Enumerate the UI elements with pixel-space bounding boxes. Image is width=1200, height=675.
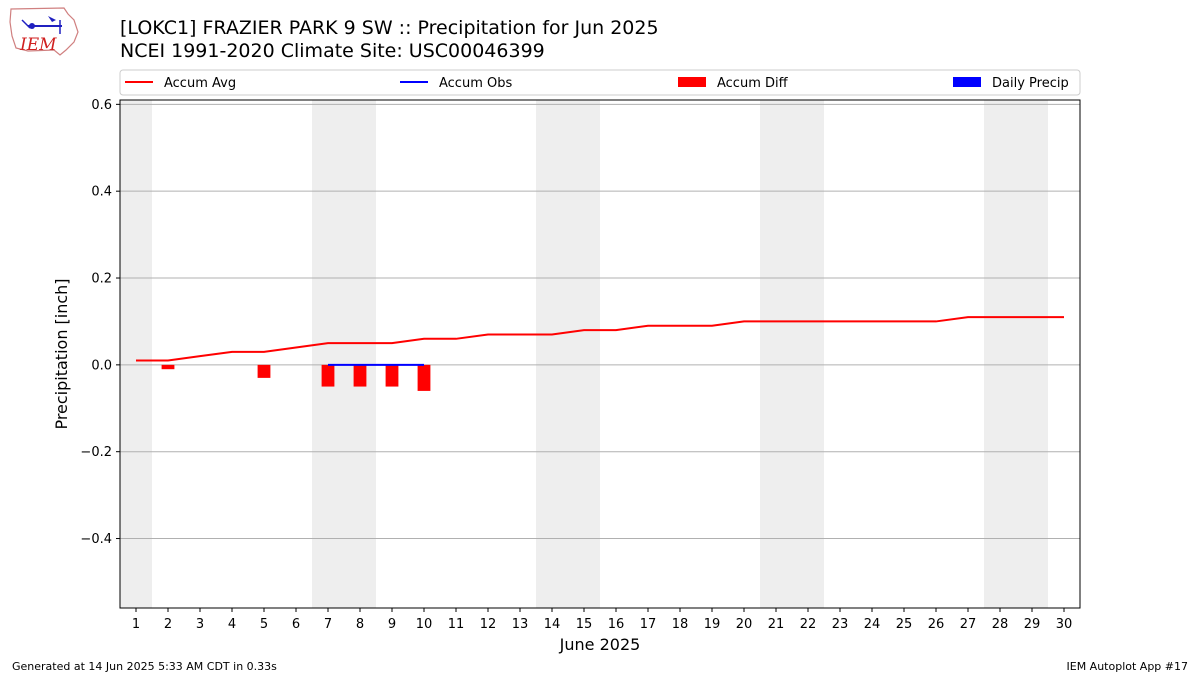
bar-accum-diff [321, 364, 335, 387]
x-tick-label: 24 [864, 617, 881, 632]
weekend-band [984, 100, 1048, 608]
chart-title: [LOKC1] FRAZIER PARK 9 SW :: Precipitati… [120, 17, 659, 39]
x-tick-label: 20 [736, 617, 753, 632]
x-tick-label: 10 [416, 617, 433, 632]
y-tick-label: 0.2 [91, 272, 112, 287]
x-tick-label: 2 [164, 617, 172, 632]
x-tick-label: 25 [896, 617, 913, 632]
x-tick-label: 5 [260, 617, 268, 632]
legend-box [119, 69, 1081, 96]
x-tick-label: 12 [480, 617, 497, 632]
x-tick-label: 23 [832, 617, 849, 632]
weekend-band [120, 100, 152, 608]
x-tick-label: 19 [704, 617, 721, 632]
x-tick-label: 18 [672, 617, 689, 632]
x-tick-label: 16 [608, 617, 625, 632]
weekend-band [312, 100, 376, 608]
y-tick-label: −0.2 [80, 445, 112, 460]
chart-subtitle: NCEI 1991-2020 Climate Site: USC00046399 [120, 40, 545, 62]
x-tick-label: 27 [960, 617, 977, 632]
x-tick-label: 15 [576, 617, 593, 632]
bar-accum-diff [417, 364, 431, 391]
legend-entry: Accum Obs [439, 76, 512, 91]
bar-accum-diff [353, 364, 367, 387]
x-tick-label: 3 [196, 617, 204, 632]
x-tick-label: 4 [228, 617, 236, 632]
x-tick-label: 22 [800, 617, 817, 632]
legend-entry: Accum Diff [717, 76, 789, 91]
y-axis-label: Precipitation [inch] [52, 278, 71, 429]
x-tick-label: 1 [132, 617, 140, 632]
legend-entry: Daily Precip [992, 76, 1069, 91]
x-tick-label: 30 [1056, 617, 1073, 632]
iem-logo: IEM [9, 7, 79, 56]
x-tick-label: 11 [448, 617, 465, 632]
x-tick-label: 13 [512, 617, 529, 632]
bar-accum-diff [385, 364, 399, 387]
x-tick-label: 6 [292, 617, 300, 632]
weekend-band [536, 100, 600, 608]
app-label: IEM Autoplot App #17 [1066, 660, 1189, 673]
x-axis-label: June 2025 [559, 635, 641, 654]
x-tick-label: 9 [388, 617, 396, 632]
weekend-band [760, 100, 824, 608]
x-tick-label: 7 [324, 617, 332, 632]
y-tick-label: 0.6 [91, 98, 112, 113]
x-tick-label: 26 [928, 617, 945, 632]
logo-text: IEM [19, 35, 57, 55]
x-tick-label: 8 [356, 617, 364, 632]
x-tick-label: 21 [768, 617, 785, 632]
y-tick-label: −0.4 [80, 532, 112, 547]
bar-accum-diff [257, 364, 271, 378]
line-accum-avg [136, 316, 1064, 362]
x-tick-label: 29 [1024, 617, 1041, 632]
plot-frame [119, 99, 1081, 609]
legend-entry: Accum Avg [164, 76, 236, 91]
x-tick-label: 28 [992, 617, 1009, 632]
y-tick-label: 0.4 [91, 185, 112, 200]
bar-accum-diff [161, 364, 175, 370]
x-tick-label: 17 [640, 617, 657, 632]
y-tick-label: 0.0 [91, 358, 112, 373]
x-tick-label: 14 [544, 617, 561, 632]
generated-timestamp: Generated at 14 Jun 2025 5:33 AM CDT in … [12, 660, 277, 673]
legend-swatch [953, 77, 981, 87]
legend-swatch [678, 77, 706, 87]
